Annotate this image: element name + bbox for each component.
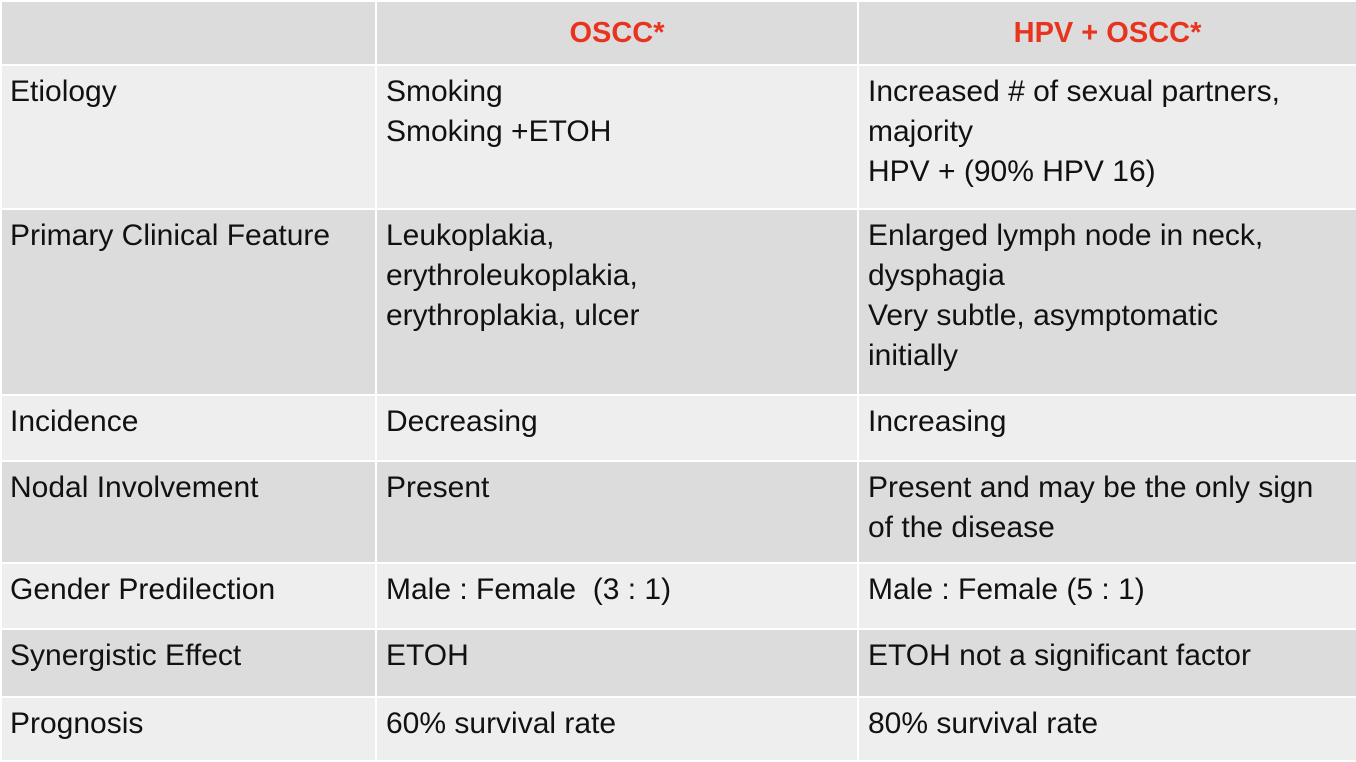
oscc-cell: Present [375,460,859,564]
row-label-cell: Incidence [0,394,377,462]
hpv-cell: Male : Female (5 : 1) [857,562,1356,630]
hpv-text-line: ETOH not a significant factor [868,639,1251,672]
hpv-text-line: Enlarged lymph node in neck, [868,219,1264,252]
row-label: Gender Predilection [10,573,276,606]
hpv-text-line: initially [868,339,959,372]
oscc-cell: Decreasing [375,394,859,462]
hpv-text-line: HPV + (90% HPV 16) [868,155,1156,188]
oscc-cell: Male : Female (3 : 1) [375,562,859,630]
oscc-text-line: erythroplakia, ulcer [386,299,640,332]
table-row: Nodal Involvement Present Present and ma… [0,460,1356,564]
row-label-cell: Prognosis [0,696,377,762]
hpv-text-line: Present and may be the only sign [868,471,1314,504]
row-label-cell: Nodal Involvement [0,460,377,564]
hpv-text-line: Very subtle, asymptomatic [868,299,1219,332]
oscc-text-line: Leukoplakia, [386,219,555,252]
oscc-cell: Leukoplakia, erythroleukoplakia, erythro… [375,208,859,396]
oscc-text-line: Smoking [386,75,503,108]
hpv-text-line: majority [868,115,974,148]
row-label: Synergistic Effect [10,639,242,672]
table-row: Synergistic Effect ETOH ETOH not a signi… [0,628,1356,698]
oscc-text-line: Male : Female (3 : 1) [386,573,672,606]
hpv-text-line: of the disease [868,511,1055,544]
table-row: Etiology Smoking Smoking +ETOH Increased… [0,64,1356,210]
row-label: Incidence [10,405,139,438]
header-row: OSCC* HPV + OSCC* [0,0,1356,66]
row-label: Etiology [10,75,117,108]
table-row: Incidence Decreasing Increasing [0,394,1356,462]
row-label: Primary Clinical Feature [10,219,331,252]
oscc-cell: ETOH [375,628,859,698]
row-label-cell: Gender Predilection [0,562,377,630]
hpv-text-line: dysphagia [868,259,1005,292]
hpv-cell: Present and may be the only sign of the … [857,460,1356,564]
hpv-text-line: 80% survival rate [868,707,1099,740]
oscc-text-line: 60% survival rate [386,707,617,740]
table-row: Gender Predilection Male : Female (3 : 1… [0,562,1356,630]
table-row: Prognosis 60% survival rate 80% survival… [0,696,1356,762]
oscc-text-line: ETOH [386,639,469,672]
hpv-cell: Increased # of sexual partners, majority… [857,64,1356,210]
hpv-cell: 80% survival rate [857,696,1356,762]
header-blank-cell [0,0,377,66]
hpv-text-line: Increased # of sexual partners, [868,75,1280,108]
oscc-cell: Smoking Smoking +ETOH [375,64,859,210]
hpv-cell: Enlarged lymph node in neck, dysphagia V… [857,208,1356,396]
oscc-text-line: erythroleukoplakia, [386,259,638,292]
row-label-cell: Primary Clinical Feature [0,208,377,396]
oscc-cell: 60% survival rate [375,696,859,762]
row-label: Nodal Involvement [10,471,259,504]
header-hpv-oscc: HPV + OSCC* [857,0,1356,66]
header-oscc: OSCC* [375,0,859,66]
hpv-text-line: Increasing [868,405,1007,438]
hpv-cell: Increasing [857,394,1356,462]
hpv-cell: ETOH not a significant factor [857,628,1356,698]
row-label-cell: Etiology [0,64,377,210]
oscc-text-line: Decreasing [386,405,538,438]
row-label-cell: Synergistic Effect [0,628,377,698]
row-label: Prognosis [10,707,144,740]
table-row: Primary Clinical Feature Leukoplakia, er… [0,208,1356,396]
oscc-text-line: Present [386,471,490,504]
hpv-text-line: Male : Female (5 : 1) [868,573,1145,606]
oscc-text-line: Smoking +ETOH [386,115,612,148]
